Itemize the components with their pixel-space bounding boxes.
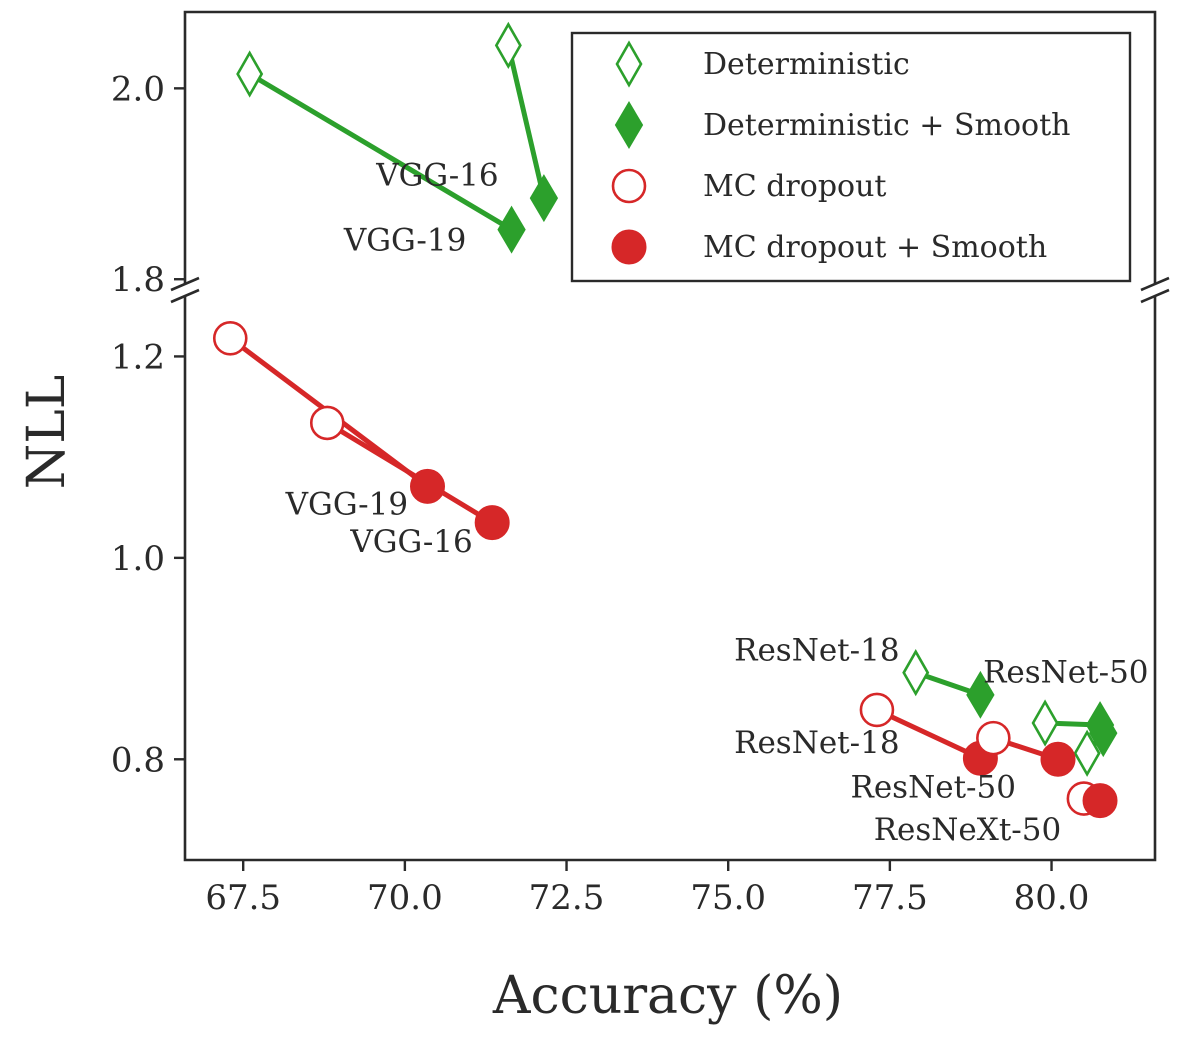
axis-break-mark (1140, 276, 1170, 292)
x-tick-label: 67.5 (205, 878, 281, 918)
y-tick-label: 0.8 (111, 740, 165, 780)
series-markers (212, 21, 1118, 819)
annotation-label: VGG-16 (349, 524, 472, 560)
annotations: VGG-16VGG-19VGG-19VGG-16ResNet-18ResNet-… (285, 158, 1149, 848)
annotation-label: ResNet-18 (734, 633, 899, 669)
annotation-label: VGG-19 (285, 487, 408, 523)
legend-marker (611, 229, 647, 265)
annotation-label: ResNet-50 (851, 770, 1016, 806)
y-tick-label: 1.0 (111, 539, 165, 579)
annotation-label: ResNet-50 (983, 655, 1148, 691)
axis-ticks: 67.5 70.0 72.5 75.0 77.5 80.0 1.8 2.0 0.8 1.0 1.2 (111, 69, 1089, 918)
point-mc_dropout-resnet-50-smooth (1040, 741, 1076, 777)
line-deterministic-vgg-16 (505, 42, 547, 201)
point-mc_dropout-vgg-19-base (212, 320, 248, 356)
point-deterministic-resnet-18-smooth (966, 670, 995, 719)
point-mc_dropout-vgg-19-smooth (410, 468, 445, 504)
point-deterministic-resnet-18-base (902, 649, 930, 697)
legend-label: Deterministic (703, 47, 910, 82)
annotation-label: ResNeXt-50 (874, 812, 1062, 848)
y-axis-label: NLL (17, 375, 77, 490)
x-tick-label: 72.5 (529, 878, 605, 918)
bottom-panel-frame (183, 296, 1157, 862)
legend-box (570, 31, 1132, 283)
point-mc_dropout-vgg-16-smooth (474, 505, 510, 541)
legend-marker (614, 101, 644, 149)
y-tick-label: 1.2 (111, 337, 165, 377)
point-deterministic-vgg-16-smooth (529, 174, 559, 223)
x-tick-label: 77.5 (852, 878, 928, 918)
point-deterministic-vgg-19-smooth (497, 205, 526, 254)
legend-label: MC dropout + Smooth (703, 230, 1047, 265)
line-deterministic-vgg-19 (247, 71, 515, 233)
point-mc_dropout-vgg-16-base (309, 405, 345, 441)
line-mc_dropout-resnet-18 (874, 707, 983, 761)
legend-label: MC dropout (703, 169, 886, 204)
y-tick-label: 1.8 (111, 260, 165, 300)
point-mc_dropout-resnext-50-smooth (1082, 783, 1118, 819)
top-panel-frame (183, 10, 1157, 284)
point-mc_dropout-resnet-50-base (976, 720, 1011, 756)
annotation-label: VGG-19 (343, 223, 466, 259)
legend: Deterministic Deterministic + Smooth MC dr… (570, 31, 1132, 283)
axis-break-mark (1140, 288, 1170, 304)
annotation-label: VGG-16 (375, 158, 498, 194)
annotation-label: ResNet-18 (734, 725, 899, 761)
point-deterministic-resnext-50-base (1073, 729, 1101, 777)
legend-marker (611, 168, 647, 204)
x-axis-label: Accuracy (%) (492, 966, 843, 1026)
axis-break-mark (170, 288, 200, 304)
x-tick-label: 75.0 (690, 878, 766, 918)
x-tick-label: 80.0 (1014, 878, 1090, 918)
line-mc_dropout-vgg-16 (324, 420, 495, 526)
x-tick-label: 70.0 (367, 878, 443, 918)
point-deterministic-vgg-16-base (494, 21, 522, 70)
point-deterministic-resnet-50-base (1031, 699, 1059, 747)
axes-frame (170, 10, 1170, 862)
legend-label: Deterministic + Smooth (703, 108, 1070, 143)
legend-marker (615, 40, 643, 88)
axis-break-mark (170, 276, 200, 292)
y-tick-label: 2.0 (111, 69, 165, 109)
point-deterministic-vgg-19-base (236, 50, 264, 98)
point-mc_dropout-resnet-18-base (859, 692, 895, 728)
point-deterministic-resnext-50-smooth (1089, 709, 1118, 758)
